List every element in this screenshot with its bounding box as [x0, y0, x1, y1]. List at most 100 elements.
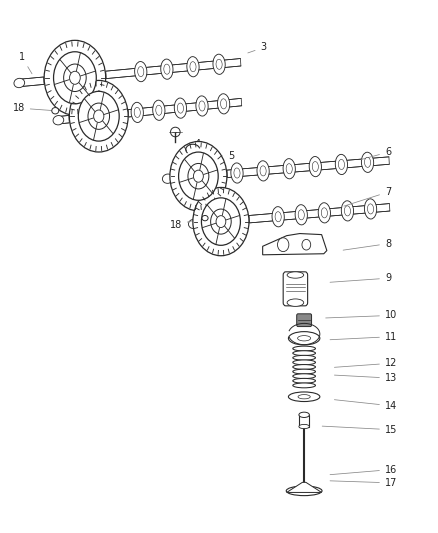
Ellipse shape [298, 394, 310, 399]
Circle shape [211, 209, 231, 234]
Polygon shape [287, 482, 321, 492]
Ellipse shape [14, 78, 25, 87]
Circle shape [193, 188, 249, 256]
FancyBboxPatch shape [297, 314, 311, 327]
Text: 12: 12 [335, 358, 397, 368]
Ellipse shape [288, 332, 320, 345]
Ellipse shape [213, 54, 225, 75]
Ellipse shape [275, 212, 281, 222]
Polygon shape [20, 77, 44, 86]
Ellipse shape [162, 174, 173, 183]
Circle shape [94, 110, 104, 123]
Text: 10: 10 [326, 310, 397, 320]
Ellipse shape [299, 424, 309, 429]
Polygon shape [169, 175, 170, 182]
Text: 2: 2 [75, 43, 92, 58]
Text: 11: 11 [330, 332, 397, 342]
Ellipse shape [361, 152, 374, 172]
Ellipse shape [288, 392, 320, 401]
Circle shape [64, 64, 86, 92]
Text: 17: 17 [330, 478, 397, 488]
Ellipse shape [287, 299, 304, 306]
Polygon shape [128, 99, 242, 117]
Circle shape [194, 170, 203, 182]
Ellipse shape [339, 159, 345, 169]
Ellipse shape [216, 59, 222, 69]
Polygon shape [227, 157, 389, 177]
Ellipse shape [295, 205, 307, 225]
Circle shape [78, 91, 119, 141]
Ellipse shape [202, 215, 208, 221]
Ellipse shape [298, 210, 304, 220]
Ellipse shape [364, 199, 377, 219]
Ellipse shape [272, 207, 284, 227]
Ellipse shape [293, 356, 315, 360]
Ellipse shape [156, 105, 162, 115]
Ellipse shape [190, 62, 196, 72]
Ellipse shape [293, 383, 315, 388]
Text: 18: 18 [12, 103, 53, 113]
Text: 4: 4 [184, 139, 201, 149]
Ellipse shape [286, 164, 292, 174]
Ellipse shape [134, 61, 147, 82]
Text: 1: 1 [18, 52, 32, 74]
FancyBboxPatch shape [283, 272, 307, 306]
Ellipse shape [53, 116, 64, 125]
Text: 18: 18 [170, 219, 202, 230]
Ellipse shape [293, 351, 315, 356]
Ellipse shape [293, 346, 315, 351]
Polygon shape [106, 59, 241, 78]
Ellipse shape [341, 201, 353, 221]
Text: 3: 3 [248, 43, 267, 53]
Ellipse shape [174, 98, 187, 118]
Ellipse shape [286, 486, 322, 496]
Circle shape [216, 216, 226, 228]
Text: 14: 14 [334, 400, 397, 411]
Ellipse shape [164, 64, 170, 74]
Text: 16: 16 [330, 465, 397, 475]
Ellipse shape [153, 100, 165, 120]
Circle shape [179, 152, 218, 200]
Ellipse shape [293, 374, 315, 378]
Text: 13: 13 [335, 373, 397, 383]
Ellipse shape [187, 56, 199, 77]
Circle shape [44, 41, 106, 115]
Ellipse shape [257, 161, 269, 181]
Text: 6: 6 [361, 147, 391, 159]
Ellipse shape [231, 163, 243, 183]
Ellipse shape [161, 59, 173, 79]
Circle shape [69, 80, 128, 152]
Ellipse shape [234, 168, 240, 178]
Ellipse shape [199, 101, 205, 111]
Polygon shape [59, 116, 69, 124]
Ellipse shape [336, 155, 347, 174]
Ellipse shape [293, 360, 315, 365]
Text: 15: 15 [322, 425, 397, 435]
Ellipse shape [52, 108, 59, 114]
Polygon shape [263, 233, 327, 255]
Ellipse shape [367, 204, 374, 214]
Ellipse shape [297, 336, 311, 341]
Bar [299, 415, 309, 426]
Ellipse shape [293, 378, 315, 383]
Ellipse shape [283, 159, 295, 179]
Ellipse shape [312, 161, 318, 172]
Circle shape [188, 164, 209, 189]
Ellipse shape [309, 157, 321, 176]
Text: 7: 7 [344, 187, 391, 206]
Ellipse shape [299, 412, 309, 417]
Circle shape [278, 238, 289, 252]
Circle shape [88, 103, 110, 130]
Polygon shape [249, 204, 390, 223]
Ellipse shape [170, 127, 180, 137]
Ellipse shape [131, 102, 143, 123]
Ellipse shape [321, 208, 328, 218]
Ellipse shape [287, 272, 304, 278]
Ellipse shape [221, 99, 227, 109]
Circle shape [201, 198, 240, 245]
Ellipse shape [196, 96, 208, 116]
Ellipse shape [134, 107, 140, 117]
Text: 8: 8 [343, 239, 391, 250]
Text: 5: 5 [204, 151, 234, 161]
Text: 9: 9 [330, 273, 391, 283]
